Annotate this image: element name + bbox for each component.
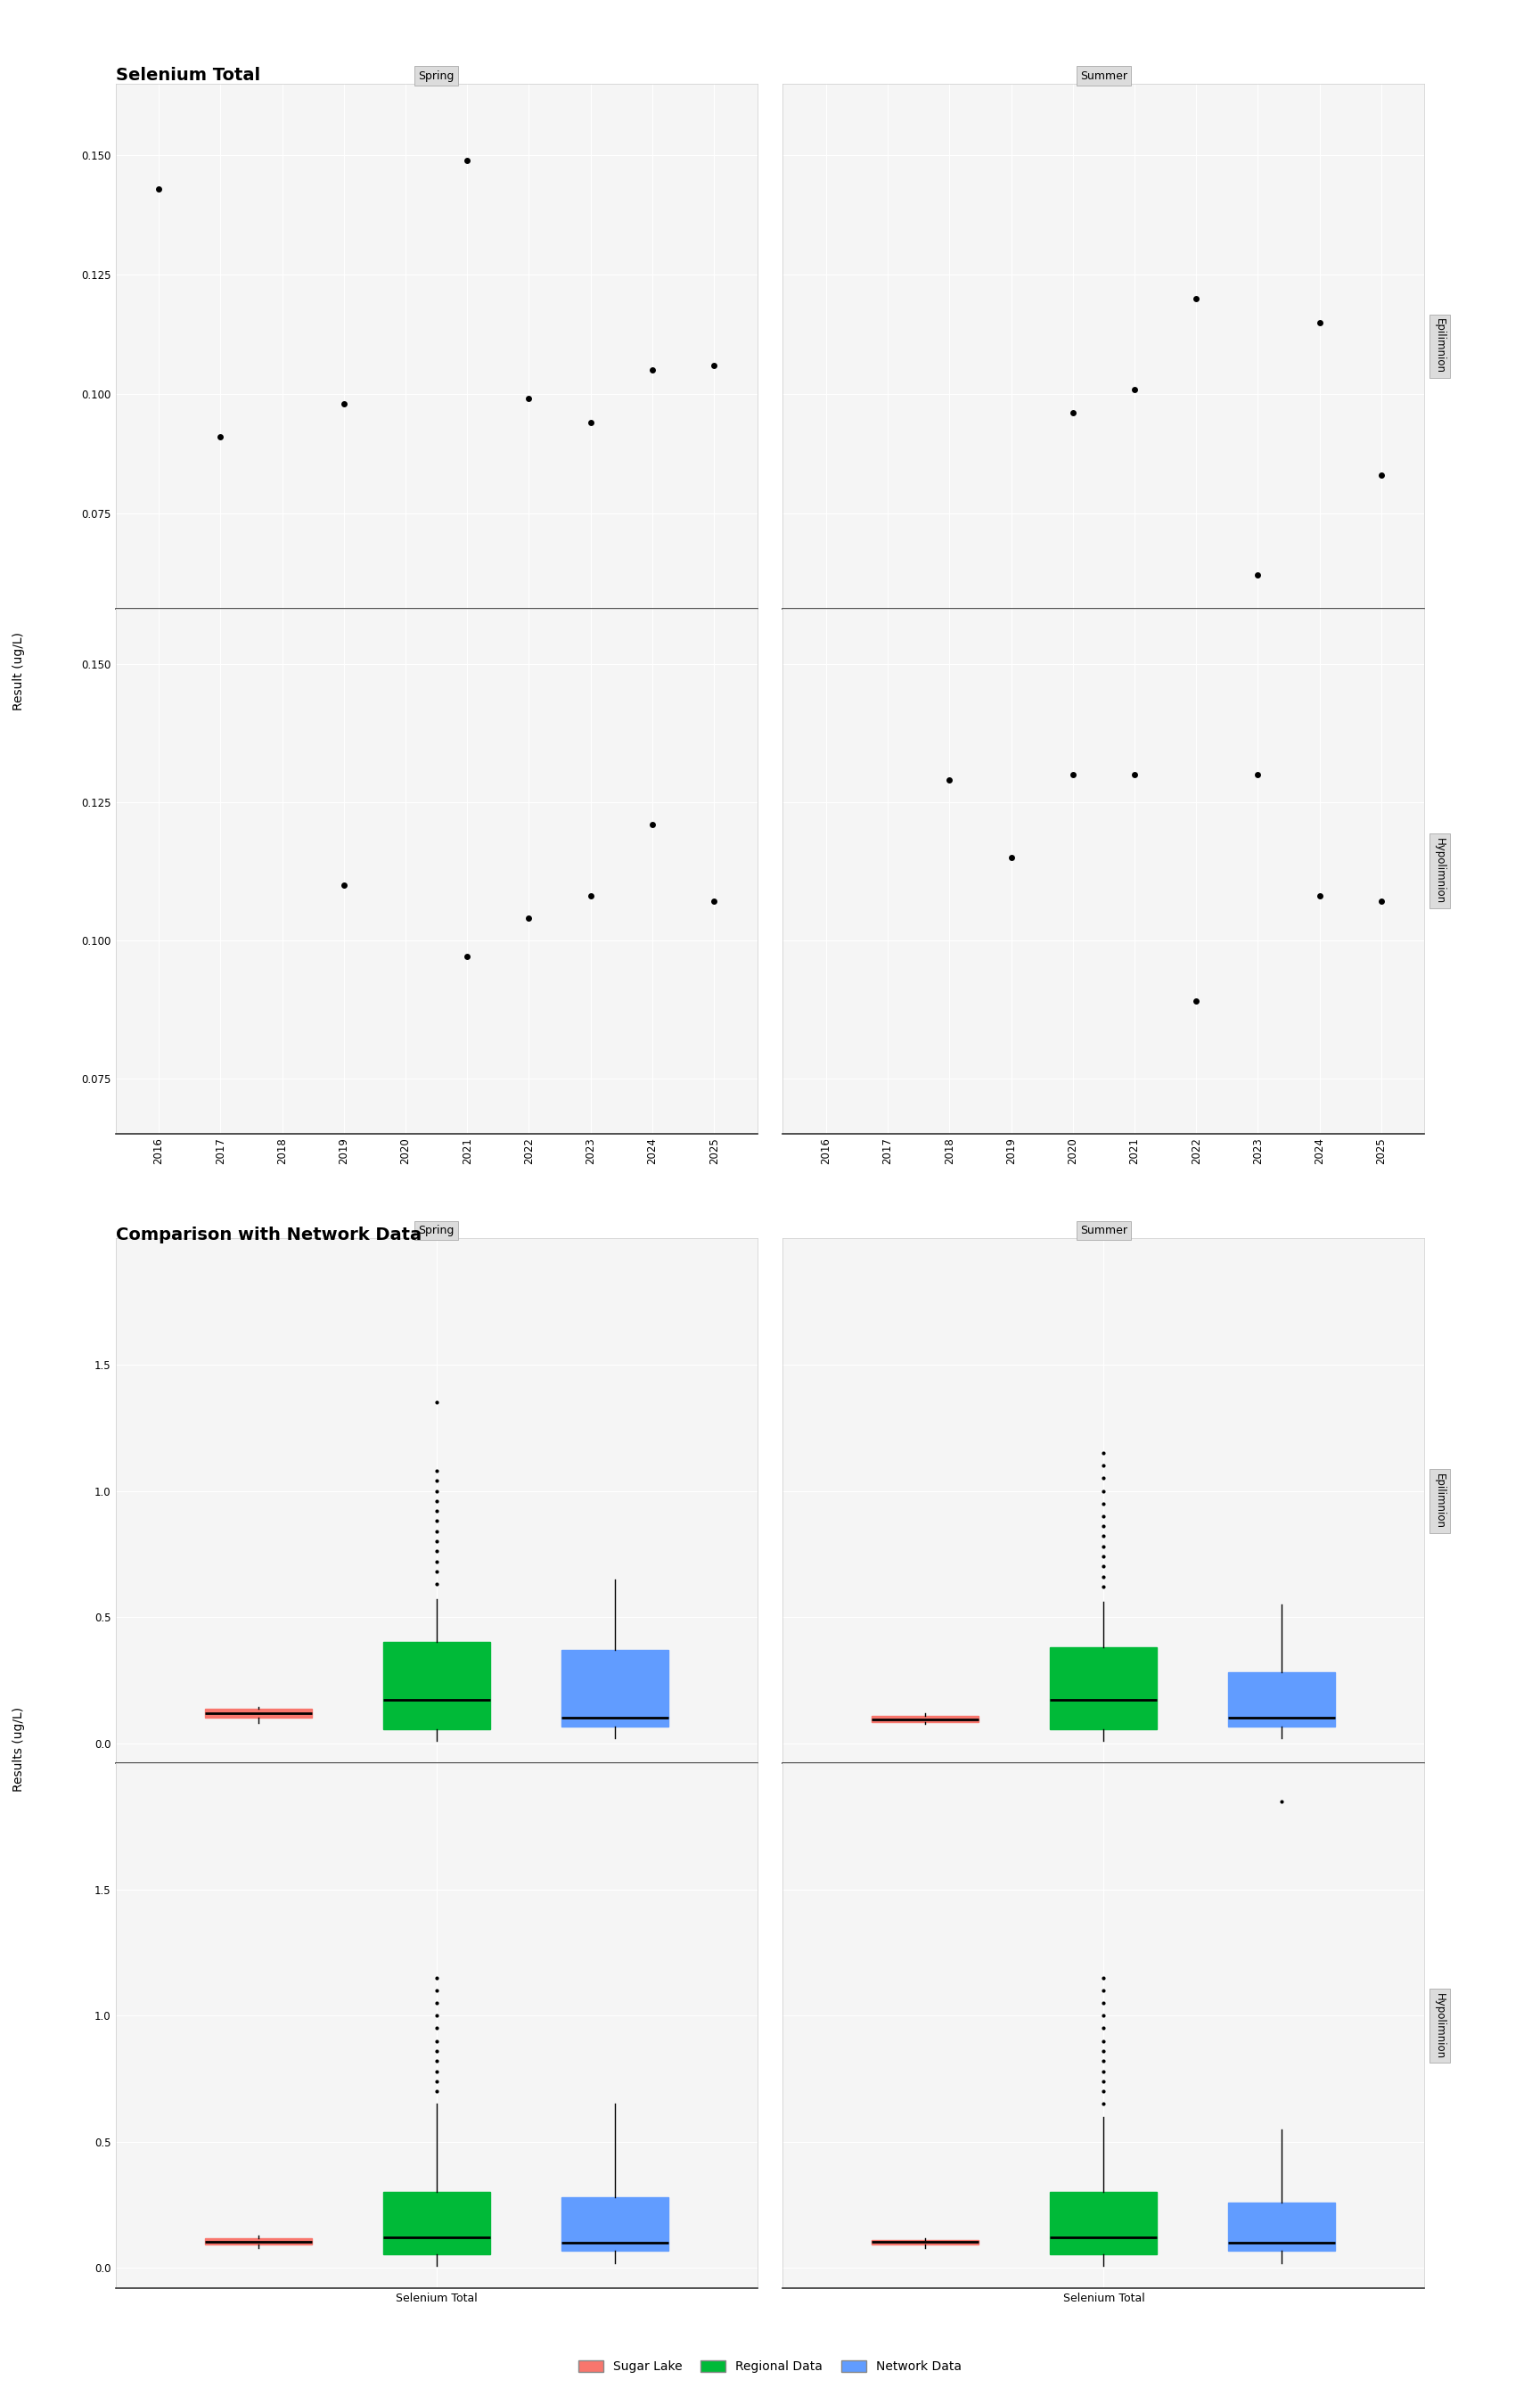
PathPatch shape: [561, 1651, 668, 1728]
PathPatch shape: [383, 2192, 490, 2255]
PathPatch shape: [872, 2240, 979, 2245]
PathPatch shape: [1229, 1672, 1335, 1728]
Text: Hypolimnion: Hypolimnion: [1434, 839, 1446, 903]
PathPatch shape: [872, 1716, 979, 1723]
Title: Summer: Summer: [1080, 1224, 1127, 1236]
PathPatch shape: [383, 1641, 490, 1730]
PathPatch shape: [1050, 1648, 1157, 1730]
Text: Epilimnion: Epilimnion: [1434, 319, 1446, 374]
Text: Results (ug/L): Results (ug/L): [12, 1706, 25, 1792]
Title: Summer: Summer: [1080, 69, 1127, 81]
Text: Result (ug/L): Result (ug/L): [12, 633, 25, 709]
Title: Spring: Spring: [419, 1224, 454, 1236]
Text: Selenium Total: Selenium Total: [116, 67, 260, 84]
Text: Comparison with Network Data: Comparison with Network Data: [116, 1227, 422, 1244]
PathPatch shape: [205, 2238, 311, 2245]
Text: Epilimnion: Epilimnion: [1434, 1474, 1446, 1529]
Legend: Sugar Lake, Regional Data, Network Data: Sugar Lake, Regional Data, Network Data: [573, 2355, 967, 2377]
Text: Hypolimnion: Hypolimnion: [1434, 1993, 1446, 2058]
Title: Spring: Spring: [419, 69, 454, 81]
PathPatch shape: [1229, 2202, 1335, 2250]
PathPatch shape: [561, 2197, 668, 2250]
PathPatch shape: [205, 1708, 311, 1718]
PathPatch shape: [1050, 2192, 1157, 2255]
